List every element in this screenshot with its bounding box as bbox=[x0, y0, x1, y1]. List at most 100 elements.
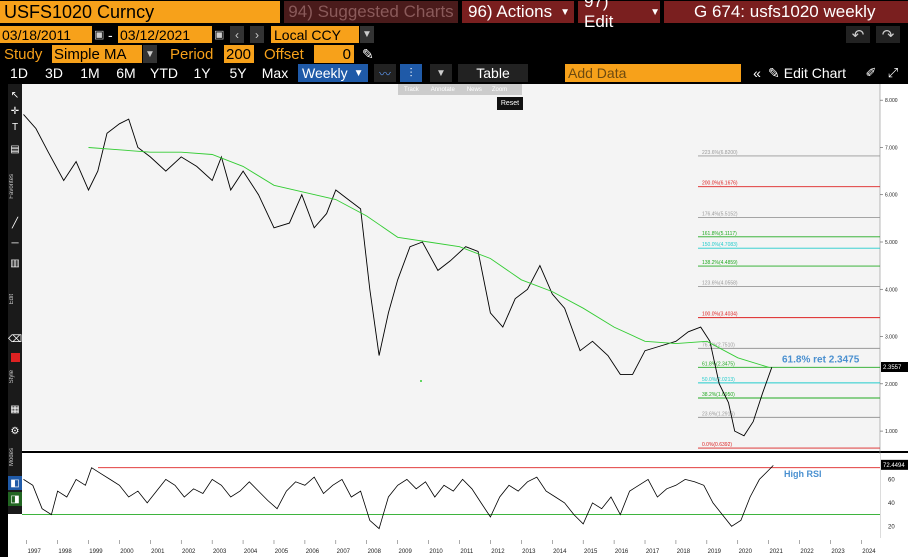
next-period-button[interactable]: › bbox=[250, 26, 264, 43]
fib-label: 38.2%(1.6950) bbox=[702, 392, 735, 398]
edit-chart-label: Edit Chart bbox=[783, 65, 846, 81]
tf-1y[interactable]: 1Y bbox=[193, 65, 211, 81]
timeframe-row: 1D 3D 1M 6M YTD 1Y 5Y Max Weekly ▼ 〰 ⫶ ▼… bbox=[0, 63, 908, 83]
edit-chart-button[interactable]: ✎ Edit Chart bbox=[768, 64, 858, 82]
chevron-down-icon[interactable]: ▼ bbox=[430, 64, 452, 82]
mode-green-icon[interactable]: ◨ bbox=[8, 492, 22, 506]
x-tick-label: 1999 bbox=[89, 549, 103, 555]
color-swatch-icon[interactable] bbox=[8, 350, 22, 364]
channel-icon[interactable]: ▥ bbox=[10, 257, 20, 269]
track-mode[interactable]: Track bbox=[404, 86, 419, 93]
tf-ytd[interactable]: YTD bbox=[150, 65, 178, 81]
period-input[interactable]: 200 bbox=[224, 45, 254, 63]
study-label: Study bbox=[4, 45, 43, 63]
reset-button[interactable]: Reset bbox=[497, 97, 523, 110]
tf-5y[interactable]: 5Y bbox=[229, 65, 247, 81]
chart-canvas[interactable]: 8.000 7.000 6.000 5.000 4.000 3.000 2.000 1.000… bbox=[8, 84, 908, 557]
bar-chart-icon[interactable]: ⫶ bbox=[400, 64, 422, 82]
actions-menu[interactable]: 96) Actions ▼ bbox=[462, 1, 574, 23]
y-tick-label: 1.000 bbox=[885, 429, 898, 435]
fib-icon[interactable]: ▤ bbox=[10, 143, 20, 155]
chevron-down-icon[interactable]: ▼ bbox=[360, 26, 374, 43]
pencil-icon[interactable]: ✎ bbox=[362, 45, 374, 62]
edit-label: 97) Edit bbox=[584, 0, 614, 31]
frequency-label: Weekly bbox=[302, 65, 348, 81]
suggested-charts-button[interactable]: 94) Suggested Charts bbox=[284, 1, 458, 23]
x-tick-label: 2004 bbox=[244, 549, 258, 555]
tf-1m[interactable]: 1M bbox=[80, 65, 100, 81]
calendar-icon[interactable]: ▣ bbox=[94, 29, 105, 41]
x-tick-label: 1998 bbox=[58, 549, 72, 555]
rsi-bg bbox=[22, 454, 880, 538]
tf-3d[interactable]: 3D bbox=[45, 65, 63, 81]
tf-max[interactable]: Max bbox=[261, 65, 289, 81]
study-select[interactable]: Simple MA bbox=[52, 45, 142, 63]
chevron-down-icon[interactable]: ▼ bbox=[143, 45, 157, 63]
crosshair-icon[interactable]: ✛ bbox=[10, 105, 20, 117]
fib-label: 176.4%(5.5152) bbox=[702, 211, 738, 217]
y-tick-label: 5.000 bbox=[885, 240, 898, 246]
text-icon[interactable]: T bbox=[11, 121, 19, 133]
ma-series bbox=[88, 147, 769, 368]
prev-period-button[interactable]: ‹ bbox=[230, 26, 244, 43]
rsi-badge bbox=[881, 459, 908, 470]
x-tick-label: 2020 bbox=[739, 549, 753, 555]
layer-icon[interactable]: ▦ bbox=[10, 403, 20, 415]
fib-label: 223.6%(6.8200) bbox=[702, 150, 738, 156]
table-button[interactable]: Table bbox=[458, 64, 528, 82]
chevron-down-icon: ▼ bbox=[353, 67, 364, 79]
start-date-input[interactable]: 03/18/2011 bbox=[0, 26, 92, 43]
currency-select[interactable]: Local CCY bbox=[271, 26, 359, 43]
edit-menu[interactable]: 97) Edit ▼ bbox=[578, 0, 660, 31]
news-mode[interactable]: News bbox=[466, 86, 482, 93]
eraser-icon[interactable]: ⌫ bbox=[7, 333, 23, 345]
security-title[interactable]: USFS1020 Curncy bbox=[0, 1, 280, 23]
chevron-down-icon: ▼ bbox=[560, 6, 571, 18]
x-tick-label: 2013 bbox=[522, 549, 536, 555]
x-tick-label: 2002 bbox=[182, 549, 196, 555]
tf-6m[interactable]: 6M bbox=[116, 65, 136, 81]
modes-label: Modes bbox=[9, 448, 15, 467]
expand-icon[interactable]: ⤢ bbox=[887, 65, 899, 80]
redo-icon[interactable]: ↷ bbox=[876, 26, 900, 44]
edit-layout-icon[interactable]: ✐ bbox=[865, 65, 877, 80]
ruler-icon[interactable]: ╱ bbox=[11, 217, 19, 229]
y-axis-bg bbox=[880, 84, 908, 557]
x-tick-label: 2021 bbox=[770, 549, 784, 555]
fib-label: 76.4%(2.7510) bbox=[702, 342, 735, 348]
end-date-input[interactable]: 03/12/2021 bbox=[118, 26, 212, 43]
line-icon[interactable]: ─ bbox=[11, 237, 19, 249]
period-label: Period bbox=[170, 45, 214, 63]
x-axis: 1997 1998 1999 2000 2001 2002 2003 2004 2005 2006… bbox=[8, 540, 908, 557]
x-tick-label: 2007 bbox=[337, 549, 351, 555]
price-panel-bg bbox=[22, 84, 880, 450]
cursor-icon[interactable]: ↖ bbox=[10, 89, 20, 101]
y-tick-label: 2.000 bbox=[885, 382, 898, 388]
frequency-select[interactable]: Weekly ▼ bbox=[298, 64, 368, 82]
x-tick-label: 2012 bbox=[491, 549, 505, 555]
y-tick-label: 7.000 bbox=[885, 145, 898, 151]
settings-icon[interactable]: ⚙ bbox=[10, 425, 20, 437]
line-chart-icon[interactable]: 〰 bbox=[374, 64, 396, 82]
fib-label: 100.0%(3.4034) bbox=[702, 312, 738, 318]
y-tick-label: 4.000 bbox=[885, 287, 898, 293]
x-tick-label: 2017 bbox=[646, 549, 660, 555]
tf-1d[interactable]: 1D bbox=[10, 65, 28, 81]
collapse-icon[interactable]: « bbox=[753, 65, 761, 81]
study-row: Study Simple MA ▼ Period 200 Offset 0 ✎ bbox=[0, 44, 908, 64]
add-data-input[interactable]: Add Data bbox=[565, 64, 741, 82]
pencil-icon: ✎ bbox=[768, 64, 780, 81]
zoom-mode[interactable]: Zoom bbox=[491, 86, 508, 93]
offset-input[interactable]: 0 bbox=[314, 45, 354, 63]
date-separator: - bbox=[108, 26, 113, 43]
x-tick-label: 2019 bbox=[708, 549, 722, 555]
drawing-toolbar: ↖ ✛ T ▤ Favorites ╱ ─ ▥ Edit ⌫ Style ▦ ⚙… bbox=[8, 84, 22, 514]
annotate-mode[interactable]: Annotate bbox=[430, 86, 455, 93]
rsi-annotation: High RSI bbox=[784, 469, 822, 479]
mode-blue-icon[interactable]: ◧ bbox=[8, 476, 22, 490]
undo-icon[interactable]: ↶ bbox=[846, 26, 870, 44]
x-tick-label: 2022 bbox=[800, 549, 814, 555]
calendar-icon[interactable]: ▣ bbox=[214, 29, 225, 41]
x-tick-label: 2003 bbox=[213, 549, 227, 555]
y-tick-label: 3.000 bbox=[885, 335, 898, 341]
